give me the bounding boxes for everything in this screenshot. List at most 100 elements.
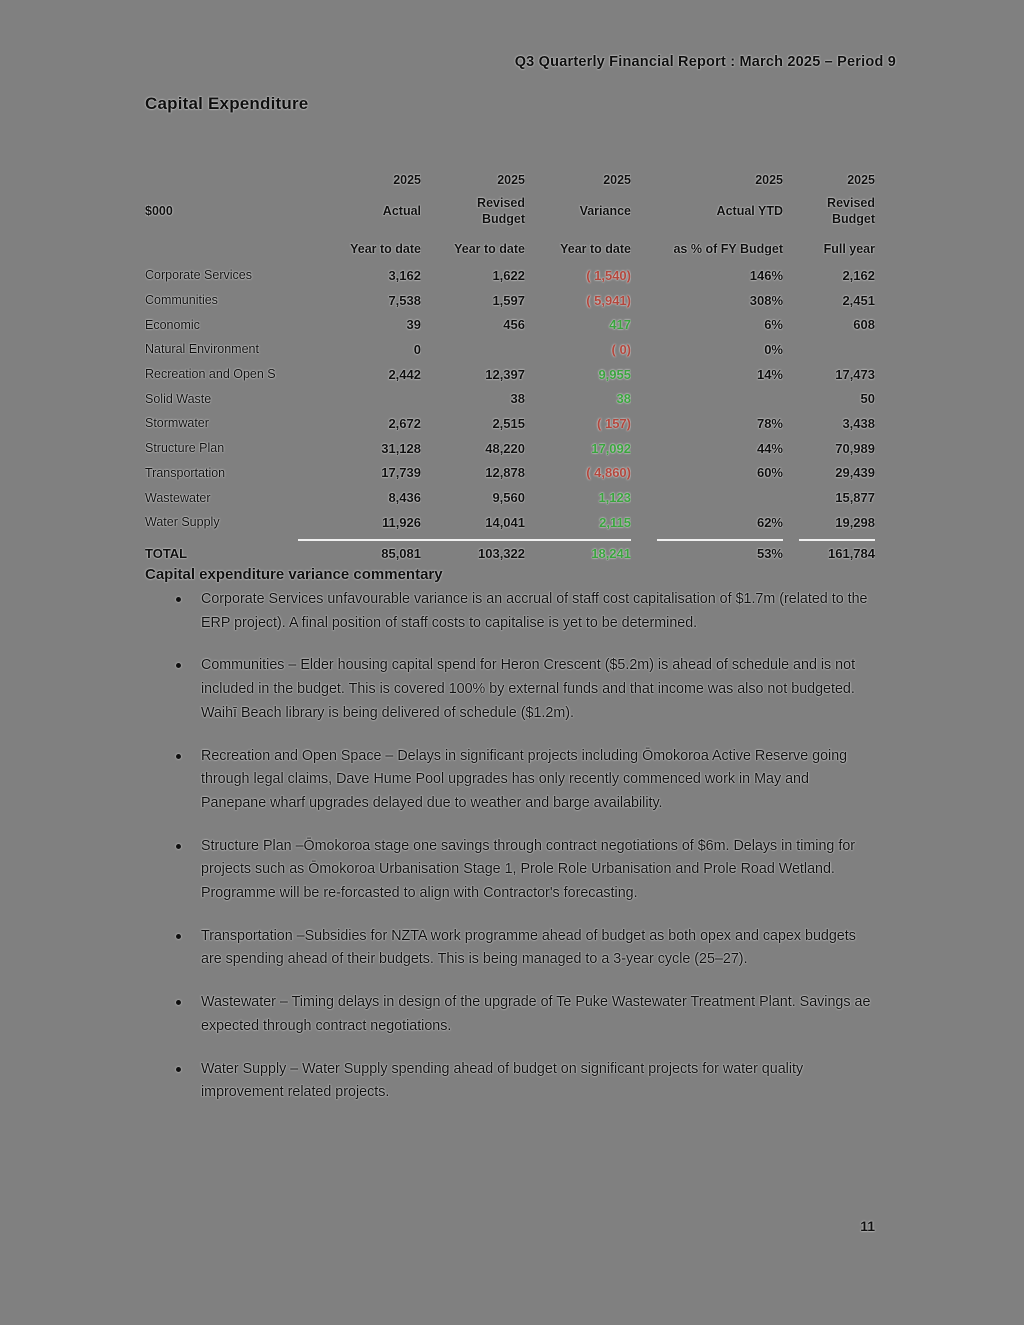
row-budget <box>421 337 525 362</box>
row-variance: 17,092 <box>591 440 631 456</box>
capex-table: 2025 2025 2025 2025 2025 $000 Actual Rev… <box>145 163 875 561</box>
row-variance: 1,123 <box>598 490 631 506</box>
row-label: Recreation and Open S <box>145 367 276 382</box>
row-full-year: 17,473 <box>835 366 875 382</box>
total-variance: 18,241 <box>525 538 631 561</box>
row-label: Corporate Services <box>145 268 252 283</box>
row-full-year: 15,877 <box>835 490 875 506</box>
col-year: 2025 <box>393 173 421 187</box>
row-actual: 0 <box>413 341 421 357</box>
row-pct <box>631 386 783 411</box>
col-name: Actual YTD <box>716 204 783 218</box>
col-period: Full year <box>823 242 875 256</box>
row-label: Communities <box>145 293 218 308</box>
table-row: Communities 7,538 1,597 ( 5,941) 308% 2,… <box>145 288 875 313</box>
row-label: Natural Environment <box>145 342 259 357</box>
row-actual <box>298 386 421 411</box>
col-year: 2025 <box>603 173 631 187</box>
row-actual: 31,128 <box>381 440 421 456</box>
row-actual: 3,162 <box>388 267 421 283</box>
commentary-bullet: Wastewater – Timing delays in design of … <box>145 991 877 1038</box>
commentary-bullet: Transportation –Subsidies for NZTA work … <box>145 925 877 972</box>
bullet-text: Water Supply – Water Supply spending ahe… <box>201 1060 804 1101</box>
table-row: Wastewater 8,436 9,560 1,123 15,877 <box>145 485 875 510</box>
bullet-text: Wastewater – Timing delays in design of … <box>201 994 871 1034</box>
row-pct: 308% <box>749 292 783 308</box>
row-full-year: 19,298 <box>835 514 875 530</box>
row-variance: 38 <box>616 391 631 407</box>
col-period: Year to date <box>350 242 421 256</box>
row-budget: 48,220 <box>485 440 525 456</box>
row-variance: 417 <box>609 317 631 333</box>
page-title: Capital Expenditure <box>145 94 309 113</box>
col-name: Variance <box>579 204 631 218</box>
row-variance: 2,115 <box>599 514 631 530</box>
bullet-text: Recreation and Open Space – Delays in si… <box>201 747 848 811</box>
row-full-year: 3,438 <box>842 415 875 431</box>
row-label: Solid Waste <box>145 391 212 406</box>
row-variance: ( 5,941) <box>586 292 631 308</box>
row-budget: 12,397 <box>485 366 525 382</box>
table-row: Stormwater 2,672 2,515 ( 157) 78% 3,438 <box>145 411 875 436</box>
row-label: Wastewater <box>145 490 211 505</box>
row-full-year: 608 <box>853 317 875 333</box>
row-full-year: 2,162 <box>842 267 875 283</box>
row-label: Economic <box>145 317 200 332</box>
row-budget: 456 <box>503 317 525 333</box>
row-label: Water Supply <box>145 515 220 530</box>
row-budget: 12,878 <box>485 465 525 481</box>
bullet-text: Communities – Elder housing capital spen… <box>201 657 856 721</box>
row-actual: 8,436 <box>388 490 421 506</box>
row-full-year: 29,439 <box>835 465 875 481</box>
row-pct: 78% <box>756 415 783 431</box>
col-year: 2025 <box>755 173 783 187</box>
row-pct: 0% <box>764 341 783 357</box>
col-year: 2025 <box>497 173 525 187</box>
bullet-text: Structure Plan –Ōmokoroa stage one savin… <box>201 837 856 902</box>
row-pct: 44% <box>756 440 783 456</box>
row-actual: 7,538 <box>388 292 421 308</box>
row-budget: 38 <box>510 391 525 407</box>
row-pct <box>631 485 783 510</box>
table-row: Water Supply 11,926 14,041 2,115 62% 19,… <box>145 510 875 535</box>
report-header: Q3 Quarterly Financial Report : March 20… <box>514 54 896 70</box>
row-actual: 2,672 <box>388 415 421 431</box>
table-row: Natural Environment 0 ( 0) 0% <box>145 337 875 362</box>
col-name: Revised Budget <box>477 196 525 226</box>
commentary-bullet: Structure Plan –Ōmokoroa stage one savin… <box>145 835 877 906</box>
row-actual: 2,442 <box>388 366 421 382</box>
row-full-year: 50 <box>860 391 875 407</box>
col-name: Revised Budget <box>827 196 875 226</box>
row-variance: ( 1,540) <box>586 267 631 283</box>
table-row: Corporate Services 3,162 1,622 ( 1,540) … <box>145 263 875 288</box>
col-name: Actual <box>382 204 421 218</box>
row-label: Transportation <box>145 465 226 480</box>
row-variance: ( 4,860) <box>586 465 631 481</box>
row-budget: 9,560 <box>492 490 525 506</box>
table-row: Recreation and Open S 2,442 12,397 9,955… <box>145 362 875 387</box>
row-label: Structure Plan <box>145 441 225 456</box>
total-budget: 103,322 <box>421 538 525 561</box>
row-actual: 39 <box>406 317 421 333</box>
row-budget: 1,622 <box>492 267 525 283</box>
row-budget: 1,597 <box>492 292 525 308</box>
row-budget: 2,515 <box>492 415 525 431</box>
commentary-bullet: Water Supply – Water Supply spending ahe… <box>145 1058 877 1105</box>
commentary-heading: Capital expenditure variance commentary <box>145 566 443 583</box>
table-row: Structure Plan 31,128 48,220 17,092 44% … <box>145 436 875 461</box>
table-row: Economic 39 456 417 6% 608 <box>145 312 875 337</box>
row-variance: 9,955 <box>598 366 631 382</box>
commentary-bullet-list: Corporate Services unfavourable variance… <box>145 588 877 1124</box>
table-total-row: TOTAL 85,081 103,322 18,241 53% 161,784 <box>145 535 875 561</box>
table-header-year-row: 2025 2025 2025 2025 2025 <box>145 163 875 187</box>
row-full-year <box>783 337 875 362</box>
page-number: 11 <box>860 1218 875 1234</box>
unit-label: $000 <box>145 204 173 218</box>
row-pct: 14% <box>756 366 783 382</box>
col-period: Year to date <box>454 242 525 256</box>
table-row: Solid Waste 38 38 50 <box>145 386 875 411</box>
row-label: Stormwater <box>145 416 209 431</box>
row-budget: 14,041 <box>485 514 525 530</box>
row-actual: 17,739 <box>381 465 421 481</box>
